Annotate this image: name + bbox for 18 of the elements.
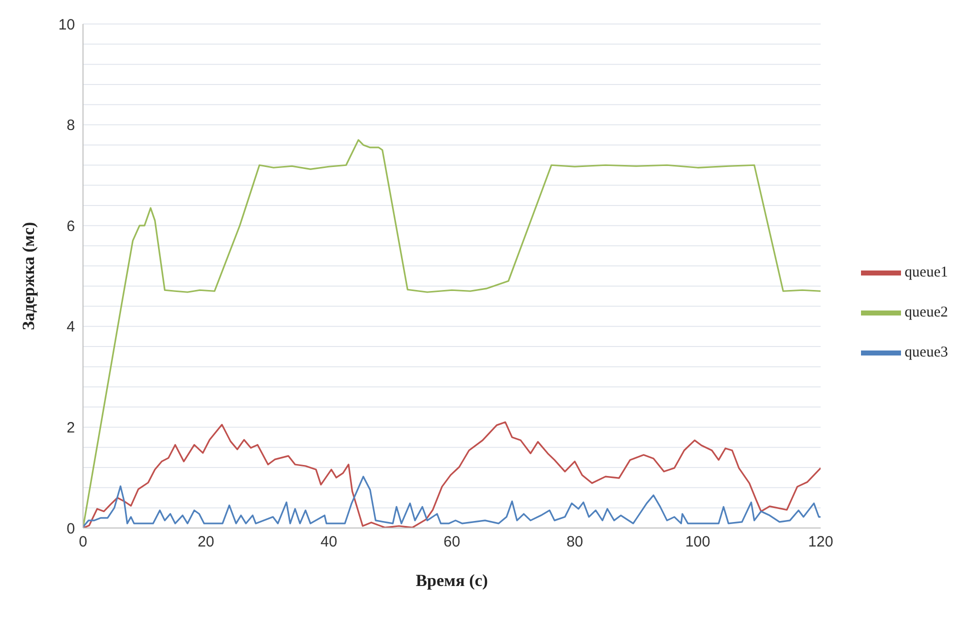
y-tick-label: 0 <box>66 520 75 538</box>
x-tick-label: 0 <box>78 534 88 551</box>
y-tick-label: 6 <box>66 218 75 235</box>
x-tick-label: 120 <box>808 534 834 551</box>
y-tick-label: 4 <box>66 318 75 336</box>
legend-label: queue3 <box>904 344 948 360</box>
x-axis-title: Время (с) <box>416 571 488 590</box>
x-tick-label: 100 <box>685 534 710 551</box>
x-tick-label: 40 <box>320 534 338 551</box>
y-tick-label: 8 <box>66 117 75 134</box>
y-tick-label: 2 <box>66 420 75 437</box>
y-axis-title: Задержка (мс) <box>19 222 38 330</box>
x-tick-label: 60 <box>443 534 460 551</box>
legend-label: queue1 <box>904 264 948 280</box>
y-tick-label: 10 <box>58 16 75 34</box>
x-tick-label: 20 <box>198 534 214 551</box>
x-tick-label: 80 <box>566 534 584 551</box>
legend-label: queue2 <box>904 304 948 320</box>
